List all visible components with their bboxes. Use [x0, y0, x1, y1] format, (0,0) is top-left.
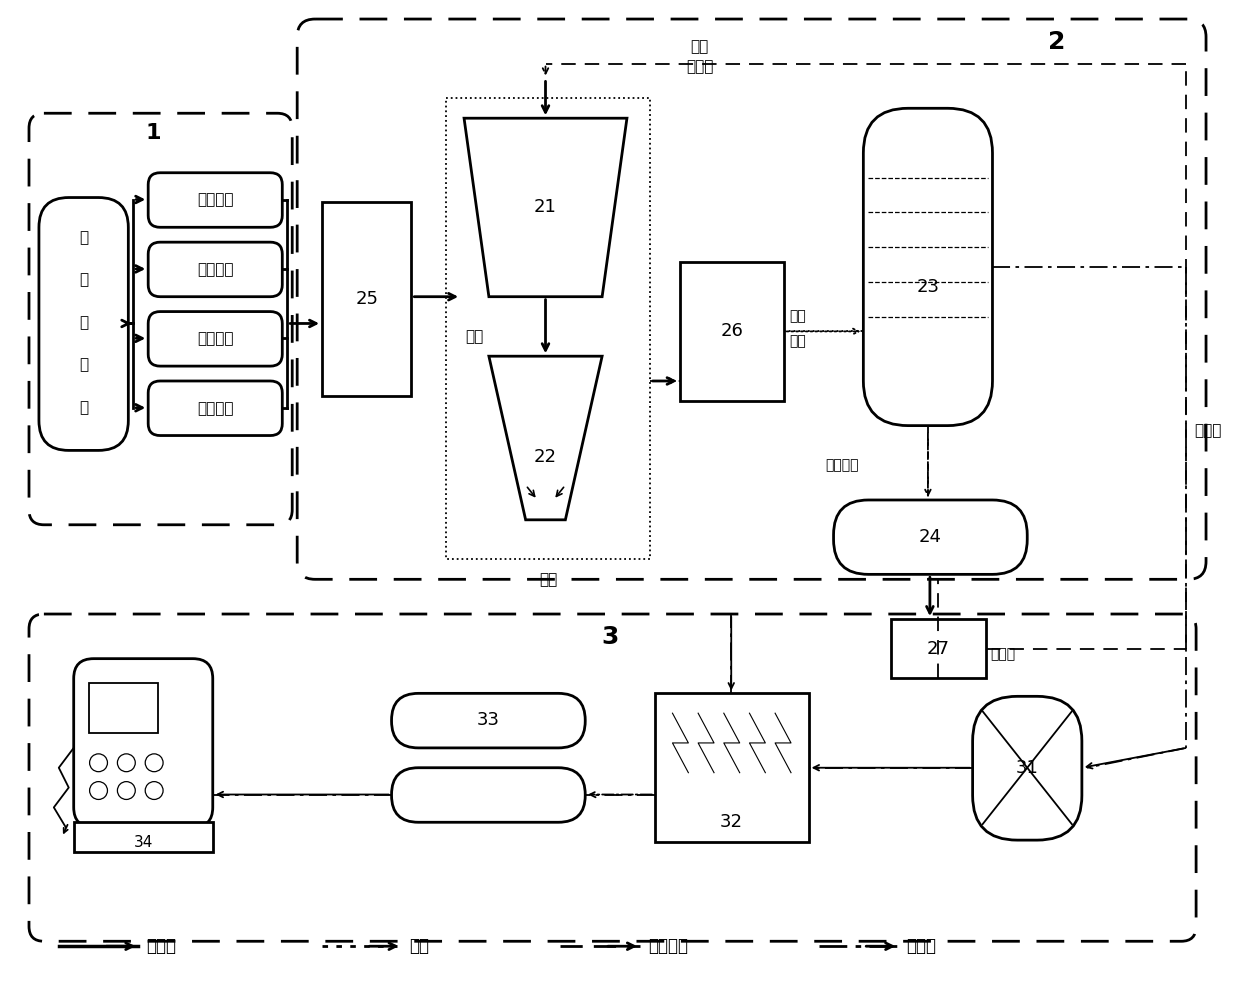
Circle shape	[89, 754, 108, 772]
FancyBboxPatch shape	[972, 696, 1081, 840]
Text: 氧化铝: 氧化铝	[686, 59, 713, 74]
Text: 生: 生	[79, 315, 88, 330]
FancyBboxPatch shape	[392, 693, 585, 748]
Text: 能量流: 能量流	[146, 937, 176, 955]
Text: 31: 31	[1016, 759, 1039, 777]
Text: 26: 26	[720, 322, 743, 340]
Text: 可: 可	[79, 229, 88, 244]
Text: 22: 22	[534, 449, 557, 467]
Circle shape	[89, 782, 108, 800]
Bar	[680, 262, 784, 401]
Text: 24: 24	[919, 528, 942, 546]
Text: 27: 27	[926, 640, 950, 658]
FancyBboxPatch shape	[149, 172, 283, 227]
Text: 铝粉: 铝粉	[539, 572, 558, 587]
Text: 光伏阵列: 光伏阵列	[197, 262, 233, 277]
FancyBboxPatch shape	[73, 659, 213, 828]
Text: 氢氧化铝: 氢氧化铝	[825, 459, 858, 473]
Bar	[892, 619, 986, 679]
Text: 水电机组: 水电机组	[197, 331, 233, 346]
Bar	[88, 683, 159, 733]
Text: 25: 25	[355, 290, 378, 308]
Bar	[73, 823, 213, 852]
FancyBboxPatch shape	[29, 114, 293, 524]
Text: 1: 1	[145, 123, 161, 144]
Circle shape	[118, 754, 135, 772]
Text: 能: 能	[79, 358, 88, 373]
FancyBboxPatch shape	[863, 109, 992, 426]
Bar	[655, 693, 808, 842]
Text: 输运: 输运	[789, 334, 806, 348]
Circle shape	[145, 754, 164, 772]
FancyBboxPatch shape	[392, 768, 585, 823]
Text: 2: 2	[1048, 30, 1065, 54]
Text: 铝粉: 铝粉	[789, 309, 806, 324]
Text: 输运: 输运	[691, 39, 708, 54]
Text: 核电机组: 核电机组	[197, 401, 233, 416]
Text: 氧化铝流: 氧化铝流	[647, 937, 688, 955]
FancyBboxPatch shape	[149, 381, 283, 436]
Text: 氧化铝: 氧化铝	[991, 648, 1016, 662]
Polygon shape	[489, 356, 603, 519]
Text: 34: 34	[134, 834, 153, 849]
Text: 铝流: 铝流	[409, 937, 429, 955]
Text: 氢气流: 氢气流	[906, 937, 936, 955]
Text: 源: 源	[79, 400, 88, 416]
Circle shape	[118, 782, 135, 800]
Text: 铝液: 铝液	[466, 329, 484, 344]
Text: 23: 23	[916, 278, 940, 296]
FancyBboxPatch shape	[149, 312, 283, 366]
Text: 3: 3	[601, 625, 619, 649]
FancyBboxPatch shape	[298, 19, 1207, 579]
Text: 粗氢气: 粗氢气	[1194, 423, 1221, 438]
Text: 风电机组: 风电机组	[197, 192, 233, 207]
Text: 21: 21	[534, 198, 557, 216]
Text: 再: 再	[79, 272, 88, 287]
FancyBboxPatch shape	[833, 499, 1027, 574]
FancyBboxPatch shape	[38, 197, 128, 451]
Bar	[322, 202, 412, 396]
Text: 33: 33	[476, 711, 500, 729]
FancyBboxPatch shape	[29, 614, 1197, 941]
Circle shape	[145, 782, 164, 800]
Text: 32: 32	[719, 814, 743, 831]
Polygon shape	[464, 119, 627, 297]
FancyBboxPatch shape	[149, 242, 283, 297]
